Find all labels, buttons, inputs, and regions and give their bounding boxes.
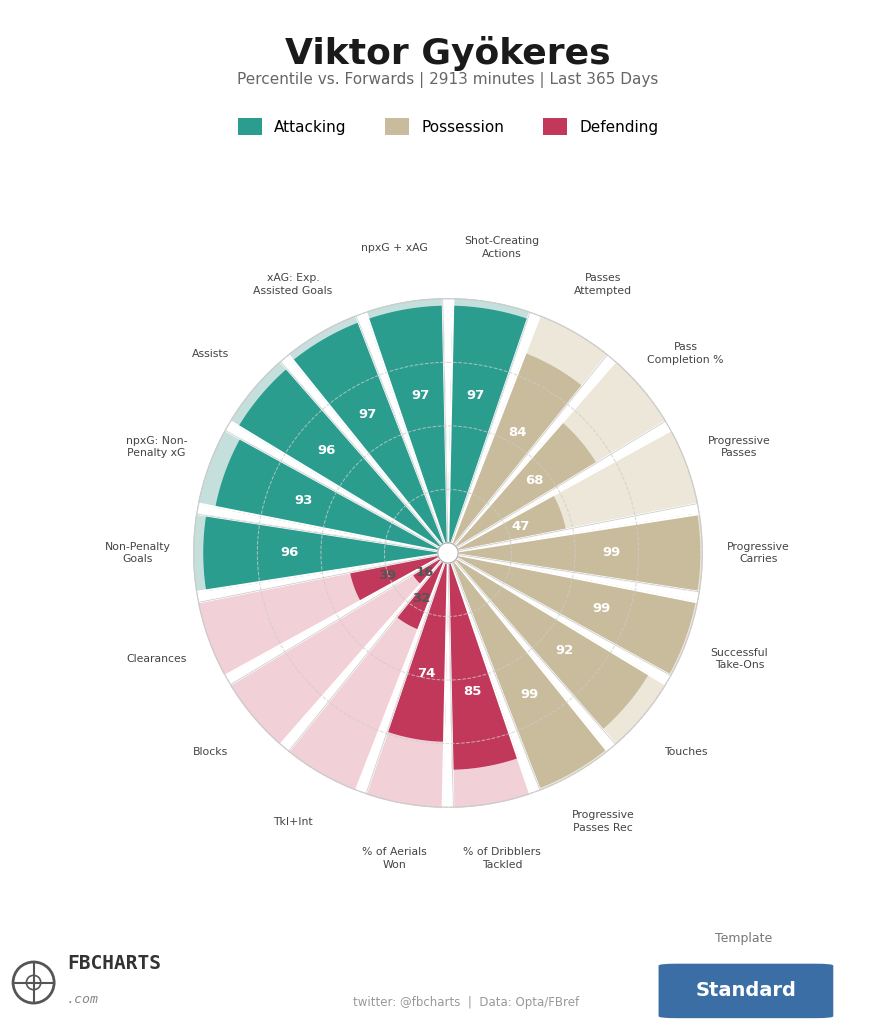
Text: Blocks: Blocks <box>193 748 228 758</box>
Polygon shape <box>368 306 448 553</box>
Polygon shape <box>448 514 700 592</box>
Text: Viktor Gyökeres: Viktor Gyökeres <box>285 36 611 71</box>
Text: 93: 93 <box>295 494 313 507</box>
Polygon shape <box>448 361 666 553</box>
Text: 84: 84 <box>508 426 527 439</box>
Polygon shape <box>413 553 448 584</box>
Text: 99: 99 <box>521 688 538 701</box>
Text: Standard: Standard <box>696 981 797 1000</box>
Text: 92: 92 <box>556 644 573 657</box>
Text: Passes
Attempted: Passes Attempted <box>574 273 633 296</box>
Text: % of Dribblers
Tackled: % of Dribblers Tackled <box>463 847 540 869</box>
Polygon shape <box>194 299 702 807</box>
Polygon shape <box>448 553 666 744</box>
Text: Progressive
Carries: Progressive Carries <box>727 542 789 564</box>
Polygon shape <box>350 553 448 601</box>
Text: Touches: Touches <box>664 748 707 758</box>
Text: Assists: Assists <box>192 348 229 358</box>
Polygon shape <box>448 316 607 553</box>
Polygon shape <box>199 430 448 553</box>
Text: 97: 97 <box>411 388 429 401</box>
Text: 97: 97 <box>358 408 377 421</box>
Polygon shape <box>438 543 458 563</box>
Text: npxG + xAG: npxG + xAG <box>361 243 427 253</box>
Text: 16: 16 <box>416 566 434 579</box>
Text: 32: 32 <box>412 592 431 605</box>
Text: Shot-Creating
Actions: Shot-Creating Actions <box>464 237 539 259</box>
Text: xAG: Exp.
Assisted Goals: xAG: Exp. Assisted Goals <box>254 273 332 296</box>
Text: 97: 97 <box>467 388 485 401</box>
Text: 99: 99 <box>592 602 611 615</box>
Text: % of Aerials
Won: % of Aerials Won <box>362 847 426 869</box>
Text: 85: 85 <box>463 685 481 697</box>
Polygon shape <box>448 553 606 787</box>
Text: 99: 99 <box>602 547 621 559</box>
Text: 68: 68 <box>525 474 543 487</box>
Polygon shape <box>366 553 448 807</box>
Text: Non-Penalty
Goals: Non-Penalty Goals <box>105 542 171 564</box>
Text: 47: 47 <box>512 520 530 532</box>
Polygon shape <box>448 306 528 553</box>
Text: Successful
Take-Ons: Successful Take-Ons <box>711 648 768 671</box>
Text: Pass
Completion %: Pass Completion % <box>647 342 724 365</box>
Polygon shape <box>448 496 565 553</box>
Polygon shape <box>216 439 448 553</box>
Polygon shape <box>448 553 695 674</box>
Polygon shape <box>448 553 648 729</box>
Text: TkI+Int: TkI+Int <box>273 816 313 826</box>
Polygon shape <box>448 423 596 553</box>
Legend: Attacking, Possession, Defending: Attacking, Possession, Defending <box>231 112 665 141</box>
Text: Progressive
Passes: Progressive Passes <box>708 435 771 458</box>
Polygon shape <box>448 553 530 807</box>
Polygon shape <box>294 323 448 553</box>
Polygon shape <box>199 553 448 676</box>
Text: Clearances: Clearances <box>126 654 186 664</box>
Text: Template: Template <box>715 932 772 944</box>
Polygon shape <box>194 514 448 592</box>
Polygon shape <box>448 354 582 553</box>
Polygon shape <box>230 361 448 553</box>
Polygon shape <box>366 299 448 553</box>
Text: FBCHARTS: FBCHARTS <box>67 954 161 973</box>
Polygon shape <box>289 316 448 553</box>
Text: 96: 96 <box>280 547 298 559</box>
Polygon shape <box>239 370 448 553</box>
Polygon shape <box>448 553 607 790</box>
Polygon shape <box>230 553 448 744</box>
Text: npxG: Non-
Penalty xG: npxG: Non- Penalty xG <box>125 435 187 458</box>
FancyBboxPatch shape <box>659 964 833 1018</box>
Polygon shape <box>448 299 530 553</box>
Polygon shape <box>204 516 448 590</box>
Polygon shape <box>448 430 697 553</box>
Text: 96: 96 <box>317 444 336 458</box>
Text: twitter: @fbcharts  |  Data: Opta/FBref: twitter: @fbcharts | Data: Opta/FBref <box>353 996 579 1010</box>
Polygon shape <box>397 553 448 629</box>
Polygon shape <box>448 553 697 676</box>
Polygon shape <box>448 514 702 592</box>
Text: .com: .com <box>67 993 99 1007</box>
Text: 39: 39 <box>378 568 397 582</box>
Polygon shape <box>448 553 518 769</box>
Text: Progressive
Passes Rec: Progressive Passes Rec <box>572 810 634 833</box>
Text: 74: 74 <box>418 667 436 680</box>
Polygon shape <box>387 553 448 741</box>
Text: Percentile vs. Forwards | 2913 minutes | Last 365 Days: Percentile vs. Forwards | 2913 minutes |… <box>237 72 659 88</box>
Polygon shape <box>289 553 448 790</box>
